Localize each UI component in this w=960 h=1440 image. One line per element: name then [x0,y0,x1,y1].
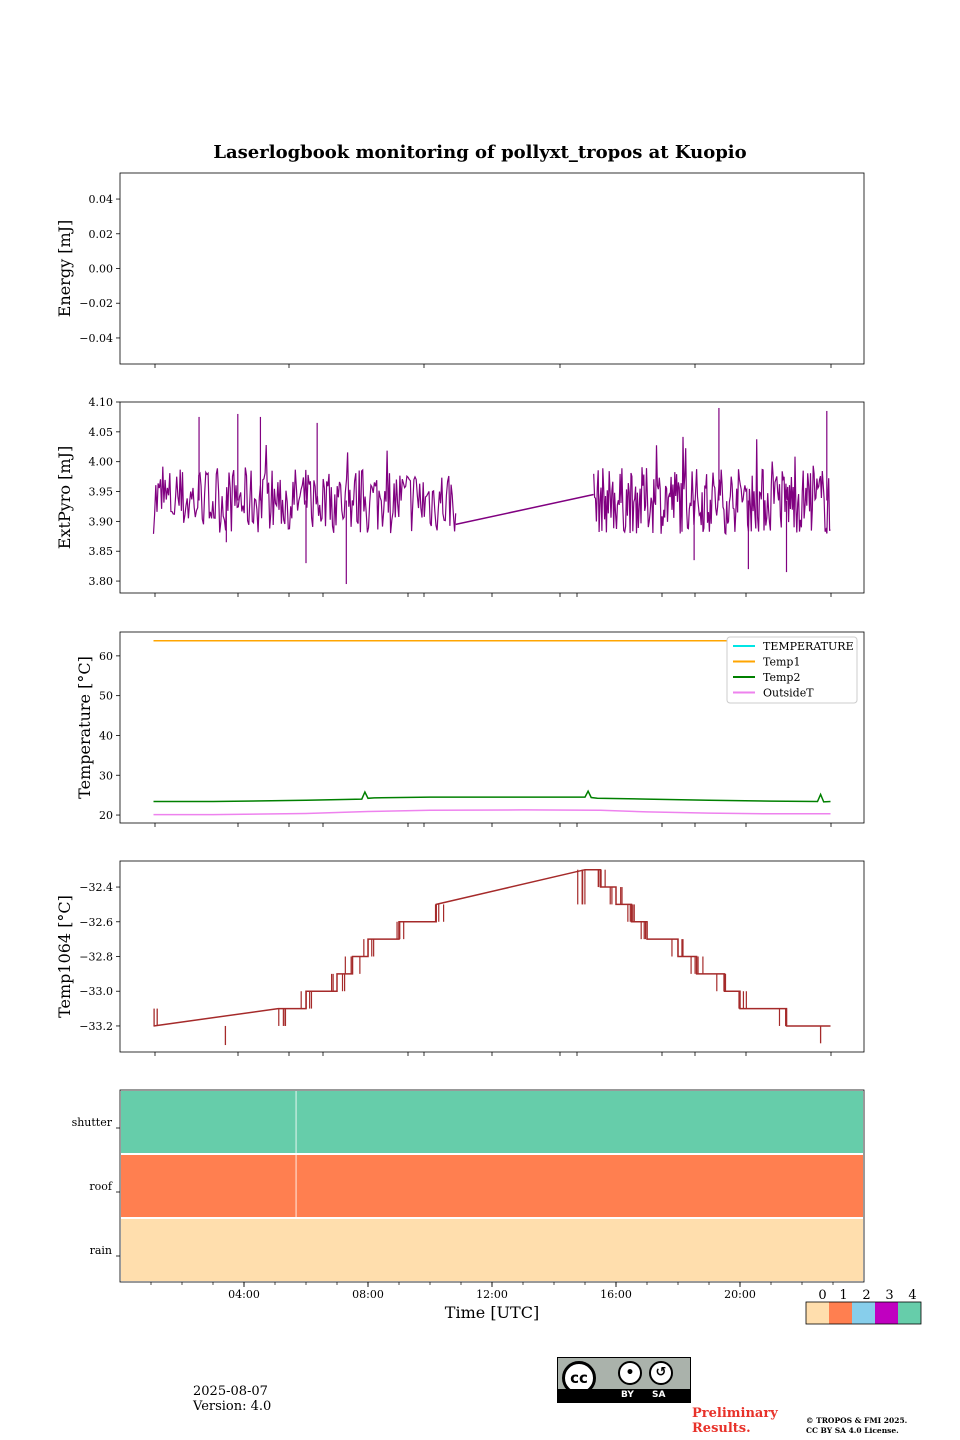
status-row-rain [119,1217,865,1283]
status-xtick-label: 16:00 [600,1288,632,1301]
footer-date: 2025-08-07 [193,1384,268,1399]
temp1064-ytick-label: −33.0 [79,985,113,998]
extpyro-ytick-label: 3.85 [89,545,114,558]
colorbar-label: 1 [839,1288,847,1303]
temperature-ytick-label: 30 [99,769,113,782]
temp1064-ylabel: Temp1064 [°C] [55,895,74,1018]
legend-label-temp1: Temp1 [763,656,800,669]
footer-version: Version: 4.0 [193,1399,272,1414]
extpyro-line-segment [152,444,457,534]
temperature-ylabel: Temperature [°C] [75,656,94,799]
copyright-line2: CC BY SA 4.0 License. [806,1426,899,1435]
colorbar-frame [805,1301,922,1325]
status-xtick-label: 20:00 [724,1288,756,1301]
preliminary-results: Preliminary Results. [692,1406,778,1436]
colorbar-label: 3 [885,1288,893,1303]
panel-temp1064: −32.4 −32.6 −32.8 −33.0 −33.2 Temp1064 [°C] [55,860,865,1056]
temperature-line-outsideT [153,809,831,816]
energy-ytick-label: −0.02 [79,297,113,310]
temperature-ytick-label: 20 [99,809,113,822]
temperature-line-temp2 [153,789,831,803]
temp1064-ytick-label: −32.8 [79,951,113,964]
copyright-notice: © TROPOS & FMI 2025. CC BY SA 4.0 Licens… [806,1416,907,1436]
panel-temperature: 60 50 40 30 20 Temperature [°C] TEMPERATURE Tem… [75,631,865,827]
extpyro-ytick-label: 4.10 [89,396,114,409]
colorbar-label: 2 [862,1288,870,1303]
panel-extpyro: 4.10 4.05 4.00 3.95 3.90 3.85 3.80 ExtPyro [mJ] [55,396,865,597]
cc-sa-label: SA [652,1390,666,1400]
panel-energy: 0.04 0.02 0.00 −0.02 −0.04 Energy [mJ] [55,172,865,368]
colorbar-label: 4 [908,1288,916,1303]
extpyro-ytick-label: 4.00 [89,456,114,469]
extpyro-ytick-label: 3.80 [89,575,114,588]
extpyro-line-segment [593,436,831,536]
energy-ytick-label: 0.00 [89,263,114,276]
status-row-roof [119,1153,865,1219]
extpyro-ytick-label: 4.05 [89,426,114,439]
temp1064-axes-frame [119,860,865,1053]
temp1064-ytick-label: −32.6 [79,916,113,929]
legend-label-outsideT: OutsideT [763,687,814,700]
preliminary-line1: Preliminary [692,1406,778,1421]
colorbar-cell [852,1302,875,1324]
status-xtick-label: 04:00 [228,1288,260,1301]
status-row-label-rain: rain [90,1244,112,1257]
chart-title: Laserlogbook monitoring of pollyxt_tropo… [213,142,746,163]
temperature-legend: TEMPERATURE Temp1 Temp2 OutsideT [726,636,858,704]
by-icon: • [618,1361,642,1385]
energy-ylabel: Energy [mJ] [55,220,74,318]
panel-status: shutter roof rain 04:00 08:00 12:00 16:00 20:00… [72,1089,922,1325]
temp1064-ytick-label: −33.2 [79,1020,113,1033]
colorbar-cell [806,1302,829,1324]
extpyro-ytick-label: 3.95 [89,486,114,499]
colorbar-label: 0 [818,1288,826,1303]
temperature-ytick-label: 40 [99,729,113,742]
extpyro-ylabel: ExtPyro [mJ] [55,446,74,549]
colorbar-cell [829,1302,852,1324]
energy-ytick-label: −0.04 [79,332,113,345]
copyright-line1: © TROPOS & FMI 2025. [806,1416,908,1425]
status-row-shutter [119,1089,865,1155]
preliminary-line2: Results. [692,1421,751,1436]
energy-axes-frame [119,172,865,365]
temperature-ytick-label: 50 [99,690,113,703]
legend-label-temp2: Temp2 [763,671,800,684]
temp1064-line [153,868,831,1027]
legend-label-temperature: TEMPERATURE [763,640,854,653]
status-row-label-shutter: shutter [72,1116,113,1129]
x-axis-label: Time [UTC] [445,1303,539,1322]
extpyro-ytick-label: 3.90 [89,515,114,528]
temperature-ytick-label: 60 [99,650,113,663]
colorbar-cell [898,1302,921,1324]
sa-icon: ↺ [649,1361,673,1385]
extpyro-gap-line [455,493,594,526]
cc-license-badge: cc • ↺ BY SA [557,1357,691,1403]
status-xtick-label: 08:00 [352,1288,384,1301]
temp1064-ytick-label: −32.4 [79,881,113,894]
colorbar-cell [875,1302,898,1324]
status-row-label-roof: roof [89,1180,113,1193]
legend-frame [726,636,858,704]
energy-ytick-label: 0.04 [89,193,114,206]
status-xtick-label: 12:00 [476,1288,508,1301]
cc-by-label: BY [621,1390,634,1400]
energy-ytick-label: 0.02 [89,228,114,241]
